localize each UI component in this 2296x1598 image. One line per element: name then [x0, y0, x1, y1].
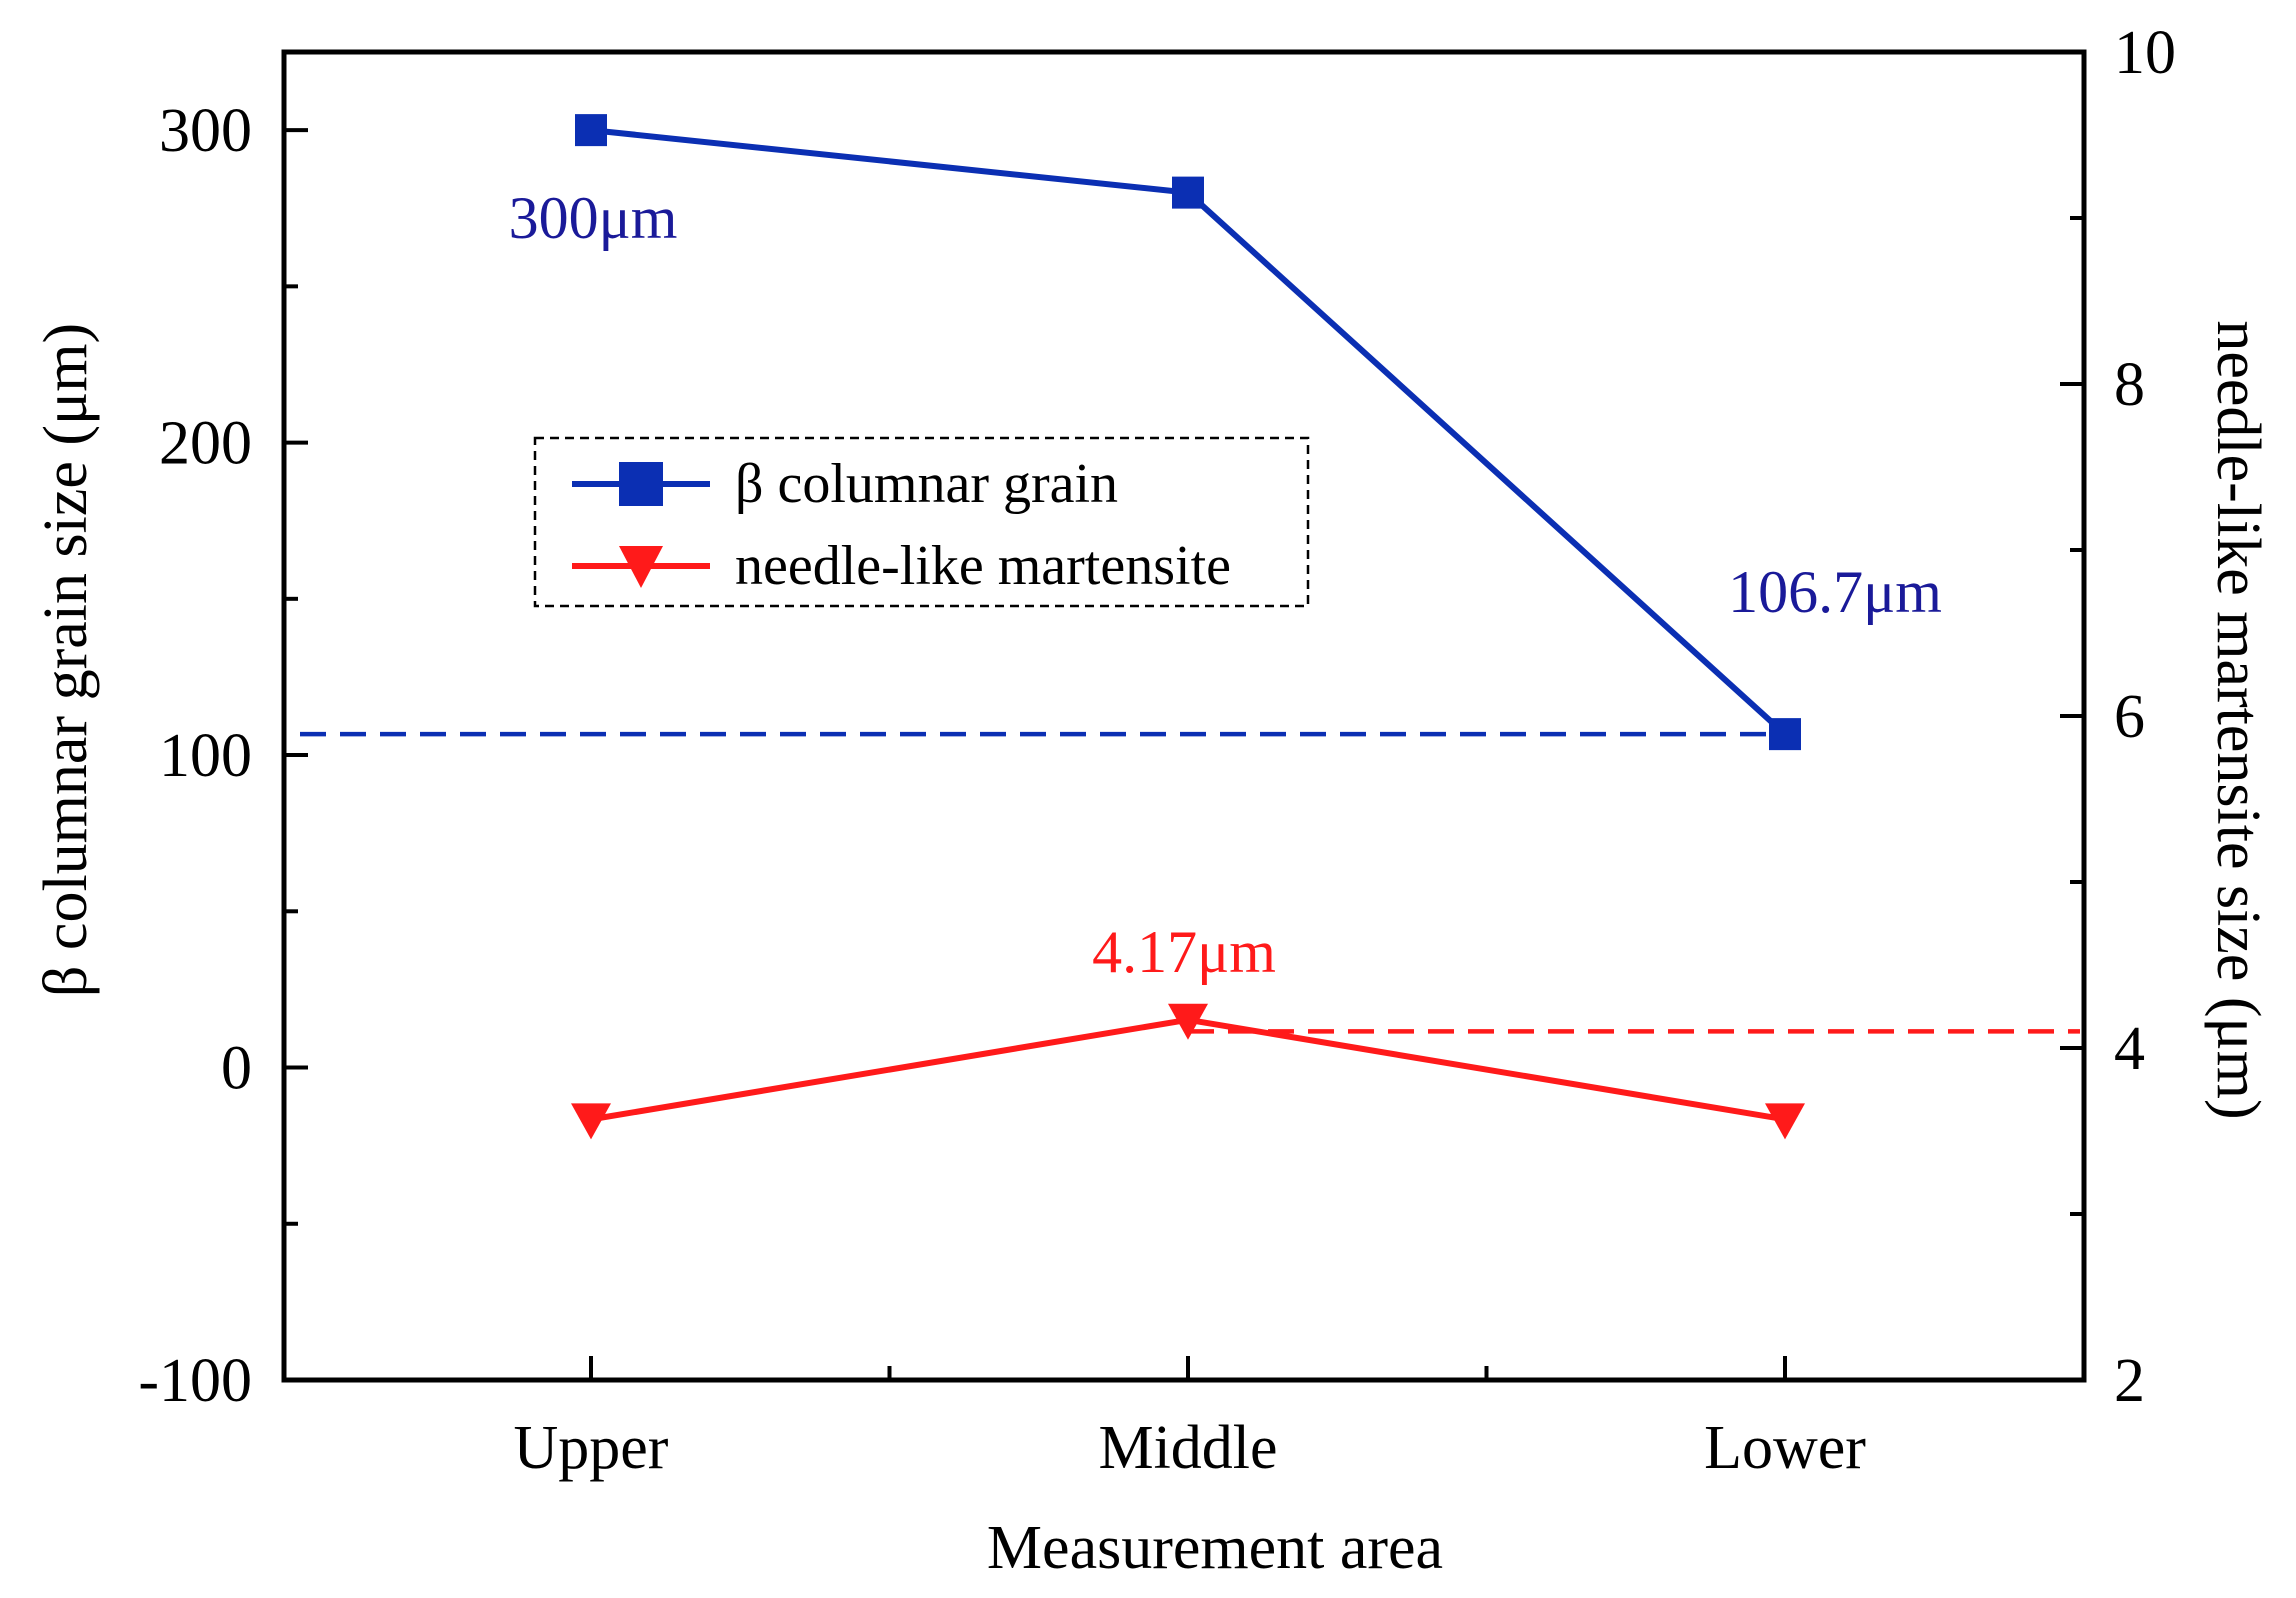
right-tick-label: 4: [2114, 1015, 2145, 1083]
series-markers: [571, 114, 1805, 1140]
legend-box: [533, 436, 1310, 608]
series-line-0: [590, 127, 1788, 737]
legend: β columnar grain needle-like martensite: [533, 436, 1310, 608]
right-axis-ticks: 2 4 6 8 10: [2060, 19, 2176, 1415]
y-axis-left-title: β columnar grain size (μm): [32, 323, 100, 997]
right-tick-label: 8: [2114, 351, 2145, 419]
right-tick-label: 10: [2114, 19, 2176, 87]
left-tick-label: 100: [159, 722, 252, 790]
marker-grain-upper: [575, 114, 607, 147]
legend-label-grain: β columnar grain: [735, 453, 1118, 515]
left-axis-ticks: -100 0 100 200 300: [138, 97, 308, 1415]
marker-martensite-lower: [1765, 1103, 1805, 1140]
annotation-middle-martensite: 4.17μm: [1092, 919, 1276, 985]
y-axis-right-title: needle-like martensite size (μm): [2204, 320, 2272, 1119]
legend-label-martensite: needle-like martensite: [735, 535, 1231, 597]
left-tick-label: 200: [159, 410, 252, 478]
left-tick-label: 0: [221, 1035, 252, 1103]
annotation-lower-grain: 106.7μm: [1728, 559, 1942, 625]
right-tick-label: 2: [2114, 1347, 2145, 1415]
x-tick-label: Lower: [1704, 1414, 1866, 1482]
right-tick-label: 6: [2114, 683, 2145, 751]
marker-martensite-middle: [1168, 1003, 1208, 1040]
marker-grain-lower: [1769, 718, 1801, 751]
annotation-upper-grain: 300μm: [509, 185, 678, 251]
reference-lines: [300, 731, 2080, 1034]
x-tick-label: Middle: [1098, 1414, 1277, 1482]
legend-marker-martensite: [619, 546, 663, 588]
bottom-axis-ticks: Upper Middle Lower: [514, 1356, 1866, 1482]
x-tick-label: Upper: [514, 1414, 669, 1482]
x-axis-title: Measurement area: [987, 1514, 1443, 1582]
plot-frame: [281, 49, 2087, 1383]
left-tick-label: -100: [138, 1347, 252, 1415]
marker-martensite-upper: [571, 1103, 611, 1140]
legend-marker-grain: [619, 462, 663, 506]
left-tick-label: 300: [159, 97, 252, 165]
marker-grain-middle: [1172, 176, 1204, 209]
